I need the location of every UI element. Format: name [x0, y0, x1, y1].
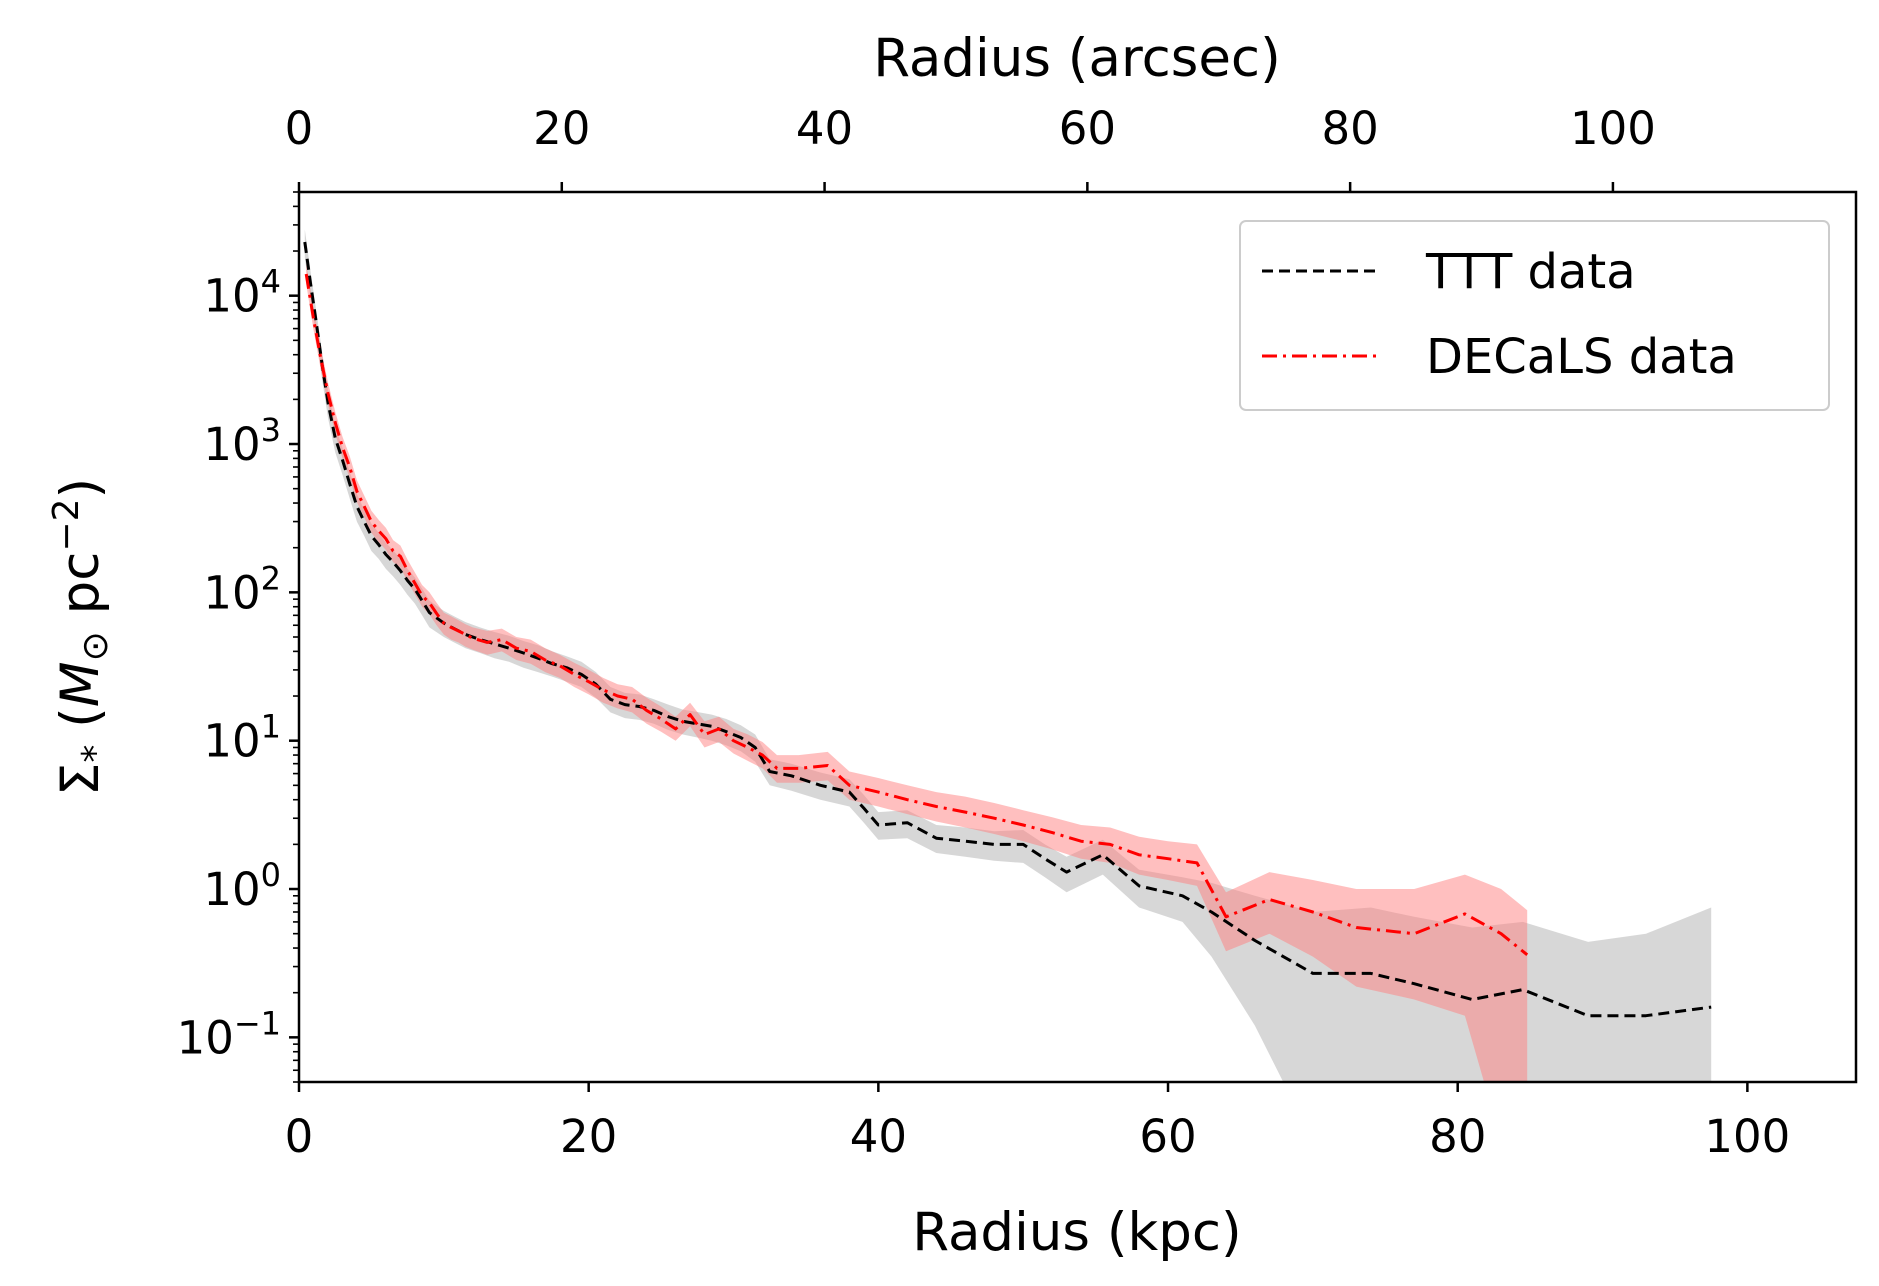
top-x-tick-label: 40 — [796, 102, 853, 155]
x-tick-label: 40 — [850, 1110, 907, 1163]
x-tick-label: 100 — [1704, 1110, 1790, 1163]
x-axis-title: Radius (kpc) — [912, 1202, 1241, 1263]
top-x-axis: 0 20 40 60 80 100 — [285, 102, 1656, 192]
top-x-tick-label: 0 — [285, 102, 314, 155]
x-tick-label: 60 — [1139, 1110, 1196, 1163]
line-decals — [304, 273, 1529, 956]
x-tick-label: 80 — [1429, 1110, 1486, 1163]
top-x-tick-label: 80 — [1322, 102, 1379, 155]
y-axis: 10−1 100 101 102 103 104 — [177, 191, 299, 1083]
y-tick-label: 103 — [203, 411, 281, 471]
data-lines — [303, 241, 1712, 1018]
top-x-tick-label: 100 — [1570, 102, 1656, 155]
top-x-tick-label: 60 — [1059, 102, 1116, 155]
top-x-tick-label: 20 — [533, 102, 590, 155]
y-tick-label: 102 — [203, 559, 281, 619]
legend: TTT data DECaLS data — [1239, 220, 1830, 411]
top-x-axis-title: Radius (arcsec) — [873, 28, 1281, 89]
line-ttt — [303, 241, 1712, 1018]
y-tick-label: 104 — [203, 263, 281, 323]
band-ttt — [304, 229, 1712, 1082]
y-tick-label: 10−1 — [177, 1004, 281, 1064]
legend-label-decals: DECaLS data — [1426, 329, 1737, 385]
x-tick-label: 20 — [560, 1110, 617, 1163]
uncertainty-bands — [304, 229, 1712, 1082]
legend-frame — [1239, 220, 1830, 411]
y-tick-label: 100 — [203, 856, 281, 916]
y-tick-label: 101 — [203, 708, 281, 768]
band-decals — [306, 263, 1528, 1082]
y-axis-title: Σ* (M⊙ pc−2) — [46, 478, 117, 796]
x-tick-label: 0 — [285, 1110, 314, 1163]
legend-label-ttt: TTT data — [1425, 244, 1636, 300]
bottom-x-axis: 0 20 40 60 80 100 — [285, 1082, 1790, 1163]
